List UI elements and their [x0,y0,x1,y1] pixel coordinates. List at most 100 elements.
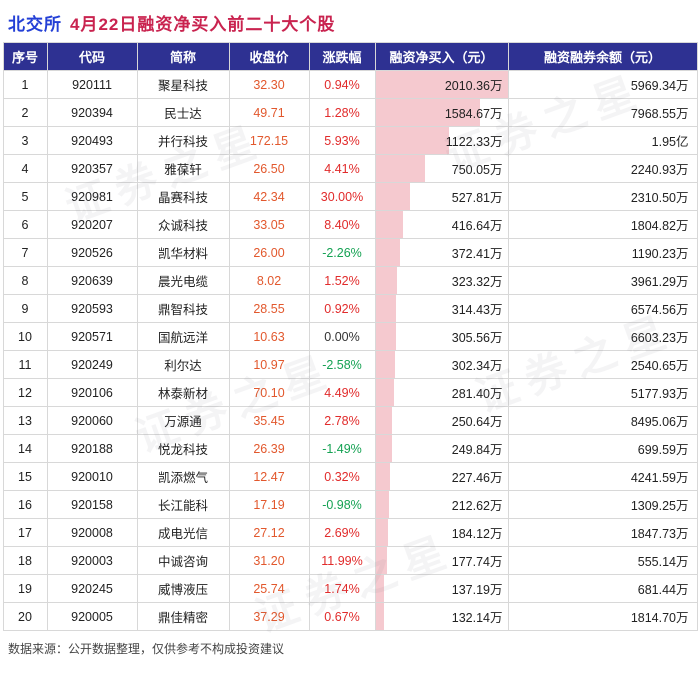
net-buy-value: 137.19万 [451,583,503,597]
cell-name: 万源通 [136,406,230,435]
cell-change: 2.78% [308,406,376,435]
cell-change: 1.74% [308,574,376,603]
column-header-6: 融资融券余额（元） [507,42,698,71]
table-row: 11 920249 利尔达 10.97 -2.58% 302.34万 2540.65万 [2,350,698,379]
title-exchange: 北交所 [8,15,62,34]
column-header-0: 序号 [2,42,48,71]
page-title: 北交所 4月22日融资净买入前二十大个股 [0,0,700,42]
cell-close: 27.12 [228,518,310,547]
cell-balance: 681.44万 [507,574,698,603]
stock-table: 序号 代码 简称 收盘价 涨跌幅 融资净买入（元） 融资融券余额（元） 1 920111 聚星科… [2,42,698,631]
title-text: 4月22日融资净买入前二十大个股 [70,15,336,34]
table-row: 16 920158 长江能科 17.19 -0.98% 212.62万 1309.25万 [2,490,698,519]
table-body: 1 920111 聚星科技 32.30 0.94% 2010.36万 5969.34万 2 92… [2,70,698,631]
cell-rank: 9 [2,294,48,323]
table-row: 18 920003 中诚咨询 31.20 11.99% 177.74万 555.14万 [2,546,698,575]
cell-name: 成电光信 [136,518,230,547]
cell-change: 4.49% [308,378,376,407]
table-row: 2 920394 民士达 49.71 1.28% 1584.67万 7968.55万 [2,98,698,127]
net-buy-bar [376,519,388,546]
cell-name: 凯添燃气 [136,462,230,491]
cell-change: 11.99% [308,546,376,575]
net-buy-bar [376,463,391,490]
table-row: 13 920060 万源通 35.45 2.78% 250.64万 8495.06万 [2,406,698,435]
cell-close: 17.19 [228,490,310,519]
cell-change: -1.49% [308,434,376,463]
cell-change: -2.58% [308,350,376,379]
net-buy-value: 250.64万 [451,415,503,429]
table-row: 15 920010 凯添燃气 12.47 0.32% 227.46万 4241.59万 [2,462,698,491]
cell-name: 林泰新材 [136,378,230,407]
cell-close: 70.10 [228,378,310,407]
cell-close: 33.05 [228,210,310,239]
cell-rank: 14 [2,434,48,463]
source-note: 数据来源：公开数据整理，仅供参考不构成投资建议 [8,642,285,656]
cell-name: 民士达 [136,98,230,127]
cell-code: 920106 [46,378,138,407]
cell-close: 49.71 [228,98,310,127]
column-header-1: 代码 [46,42,138,71]
net-buy-bar [376,211,403,238]
cell-rank: 19 [2,574,48,603]
net-buy-bar [376,435,392,462]
net-buy-bar [376,267,397,294]
cell-balance: 2540.65万 [507,350,698,379]
cell-net-buy: 1122.33万 [374,126,509,155]
cell-balance: 4241.59万 [507,462,698,491]
net-buy-value: 227.46万 [451,471,503,485]
cell-balance: 2310.50万 [507,182,698,211]
net-buy-value: 177.74万 [451,555,503,569]
cell-balance: 1309.25万 [507,490,698,519]
table-row: 10 920571 国航远洋 10.63 0.00% 305.56万 6603.23万 [2,322,698,351]
table-row: 14 920188 悦龙科技 26.39 -1.49% 249.84万 699.59万 [2,434,698,463]
cell-net-buy: 416.64万 [374,210,509,239]
cell-balance: 1847.73万 [507,518,698,547]
cell-name: 悦龙科技 [136,434,230,463]
cell-code: 920526 [46,238,138,267]
table-row: 5 920981 晶赛科技 42.34 30.00% 527.81万 2310.50万 [2,182,698,211]
table-row: 12 920106 林泰新材 70.10 4.49% 281.40万 5177.93万 [2,378,698,407]
cell-balance: 1190.23万 [507,238,698,267]
cell-name: 鼎佳精密 [136,602,230,631]
net-buy-value: 416.64万 [451,219,503,233]
cell-net-buy: 1584.67万 [374,98,509,127]
cell-code: 920245 [46,574,138,603]
cell-rank: 15 [2,462,48,491]
cell-close: 28.55 [228,294,310,323]
cell-code: 920008 [46,518,138,547]
cell-rank: 12 [2,378,48,407]
cell-rank: 11 [2,350,48,379]
cell-close: 37.29 [228,602,310,631]
net-buy-bar [376,127,450,154]
cell-net-buy: 527.81万 [374,182,509,211]
cell-balance: 3961.29万 [507,266,698,295]
net-buy-bar [376,351,396,378]
table-row: 9 920593 鼎智科技 28.55 0.92% 314.43万 6574.56万 [2,294,698,323]
cell-close: 31.20 [228,546,310,575]
cell-close: 8.02 [228,266,310,295]
cell-code: 920003 [46,546,138,575]
cell-name: 中诚咨询 [136,546,230,575]
cell-name: 并行科技 [136,126,230,155]
cell-change: 4.41% [308,154,376,183]
table-row: 7 920526 凯华材料 26.00 -2.26% 372.41万 1190.23万 [2,238,698,267]
cell-change: 0.67% [308,602,376,631]
cell-net-buy: 750.05万 [374,154,509,183]
cell-change: 0.32% [308,462,376,491]
cell-rank: 3 [2,126,48,155]
cell-rank: 7 [2,238,48,267]
net-buy-value: 302.34万 [451,359,503,373]
table-row: 19 920245 威博液压 25.74 1.74% 137.19万 681.44万 [2,574,698,603]
cell-name: 国航远洋 [136,322,230,351]
cell-code: 920493 [46,126,138,155]
net-buy-bar [376,491,390,518]
net-buy-value: 2010.36万 [444,79,503,93]
net-buy-value: 305.56万 [451,331,503,345]
cell-close: 32.30 [228,70,310,99]
cell-change: 1.52% [308,266,376,295]
cell-rank: 17 [2,518,48,547]
cell-change: 0.94% [308,70,376,99]
cell-net-buy: 2010.36万 [374,70,509,99]
cell-code: 920394 [46,98,138,127]
